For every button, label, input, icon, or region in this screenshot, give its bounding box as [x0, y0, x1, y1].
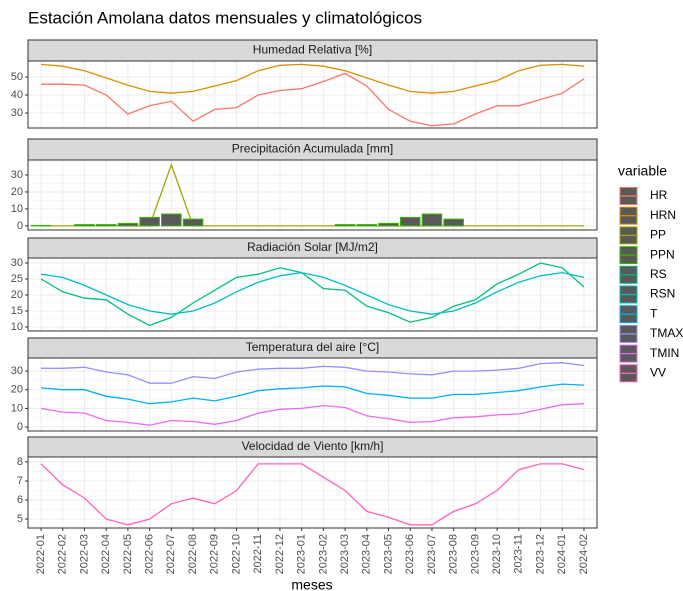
strip-title: Precipitación Acumulada [mm] [232, 142, 393, 156]
legend-label: T [650, 306, 658, 320]
y-tick-label: 30 [11, 107, 23, 119]
data-line [41, 362, 585, 384]
x-tick-label: 2022-01 [35, 534, 47, 574]
y-tick-label: 20 [11, 186, 23, 198]
x-axis-title: meses [291, 577, 332, 591]
x-tick-label: 2022-10 [230, 534, 242, 574]
panel-bg [28, 61, 597, 128]
bar [421, 213, 443, 227]
bar [334, 224, 356, 227]
x-tick-label: 2023-09 [469, 534, 481, 574]
x-tick-label: 2023-02 [317, 534, 329, 574]
x-tick-label: 2023-04 [361, 534, 373, 574]
y-tick-label: 25 [11, 273, 23, 285]
legend-label: HR [650, 188, 668, 202]
data-line [40, 262, 585, 327]
bar [117, 222, 139, 227]
bar [95, 224, 117, 227]
y-tick-label: 20 [11, 384, 23, 396]
y-tick-label: 8 [17, 456, 23, 468]
x-tick-label: 2022-12 [274, 534, 286, 574]
y-tick-label: 15 [11, 305, 23, 317]
legend-label: RS [650, 267, 667, 281]
strip-title: Radiación Solar [MJ/m2] [247, 240, 378, 254]
bar [356, 224, 378, 227]
bar [74, 224, 95, 227]
data-line [40, 463, 585, 526]
panel-border [27, 456, 598, 529]
data-line [41, 72, 585, 127]
bar [399, 216, 421, 227]
data-line [40, 271, 585, 315]
legend-label: VV [650, 365, 666, 379]
y-tick-label: 6 [17, 494, 23, 506]
y-tick-label: 0 [17, 220, 23, 232]
x-tick-label: 2022-02 [57, 534, 69, 574]
legend-label: TMAX [650, 326, 683, 340]
x-tick-label: 2022-03 [78, 534, 90, 574]
panel-border [27, 357, 598, 432]
x-tick-label: 2022-04 [100, 534, 112, 574]
x-tick-label: 2023-10 [491, 534, 503, 574]
y-tick-label: 30 [11, 257, 23, 269]
panel-border [27, 159, 598, 231]
x-tick-label: 2023-06 [404, 534, 416, 574]
bar [161, 213, 182, 227]
x-tick-label: 2023-11 [513, 534, 525, 574]
bar [378, 222, 399, 227]
panel-bg [28, 457, 597, 528]
y-tick-label: 10 [11, 402, 23, 414]
x-tick-label: 2023-01 [296, 534, 308, 574]
x-tick-label: 2022-05 [122, 534, 134, 574]
data-line [40, 383, 585, 405]
x-tick-label: 2024-01 [556, 534, 568, 574]
y-tick-label: 40 [11, 89, 23, 101]
x-tick-label: 2023-07 [426, 534, 438, 574]
panel-border [27, 257, 598, 332]
y-tick-label: 0 [17, 421, 23, 433]
y-tick-label: 30 [11, 365, 23, 377]
bar [30, 224, 52, 227]
legend-label: PP [650, 228, 666, 242]
bar [443, 218, 464, 227]
y-tick-label: 7 [17, 475, 23, 487]
y-tick-label: 20 [11, 289, 23, 301]
data-line [40, 403, 585, 426]
data-line [40, 63, 585, 94]
legend-label: HRN [650, 208, 676, 222]
panel-border [27, 60, 598, 129]
y-tick-label: 10 [11, 321, 23, 333]
legend-label: TMIN [650, 346, 679, 360]
y-tick-label: 5 [17, 513, 23, 525]
legend-label: RSN [650, 287, 675, 301]
chart-title: Estación Amolana datos mensuales y clima… [28, 8, 422, 27]
x-tick-label: 2022-06 [144, 534, 156, 574]
x-tick-label: 2024-02 [578, 534, 590, 574]
x-tick-label: 2022-08 [187, 534, 199, 574]
strip-title: Velocidad de Viento [km/h] [242, 439, 384, 453]
y-tick-label: 50 [11, 71, 23, 83]
y-tick-label: 30 [11, 169, 23, 181]
x-tick-label: 2023-03 [339, 534, 351, 574]
bar [139, 216, 160, 227]
x-tick-label: 2022-11 [252, 534, 264, 574]
bar [182, 218, 204, 227]
x-tick-label: 2022-09 [209, 534, 221, 574]
x-tick-label: 2023-05 [382, 534, 394, 574]
strip-title: Temperatura del aire [°C] [246, 340, 380, 354]
legend-label: PPN [650, 247, 675, 261]
x-tick-label: 2023-12 [534, 534, 546, 574]
x-tick-label: 2022-07 [165, 534, 177, 574]
strip-title: Humedad Relativa [%] [253, 43, 372, 57]
y-tick-label: 10 [11, 203, 23, 215]
x-tick-label: 2023-08 [448, 534, 460, 574]
legend-title: variable [618, 163, 667, 179]
panel-bg [28, 160, 597, 230]
